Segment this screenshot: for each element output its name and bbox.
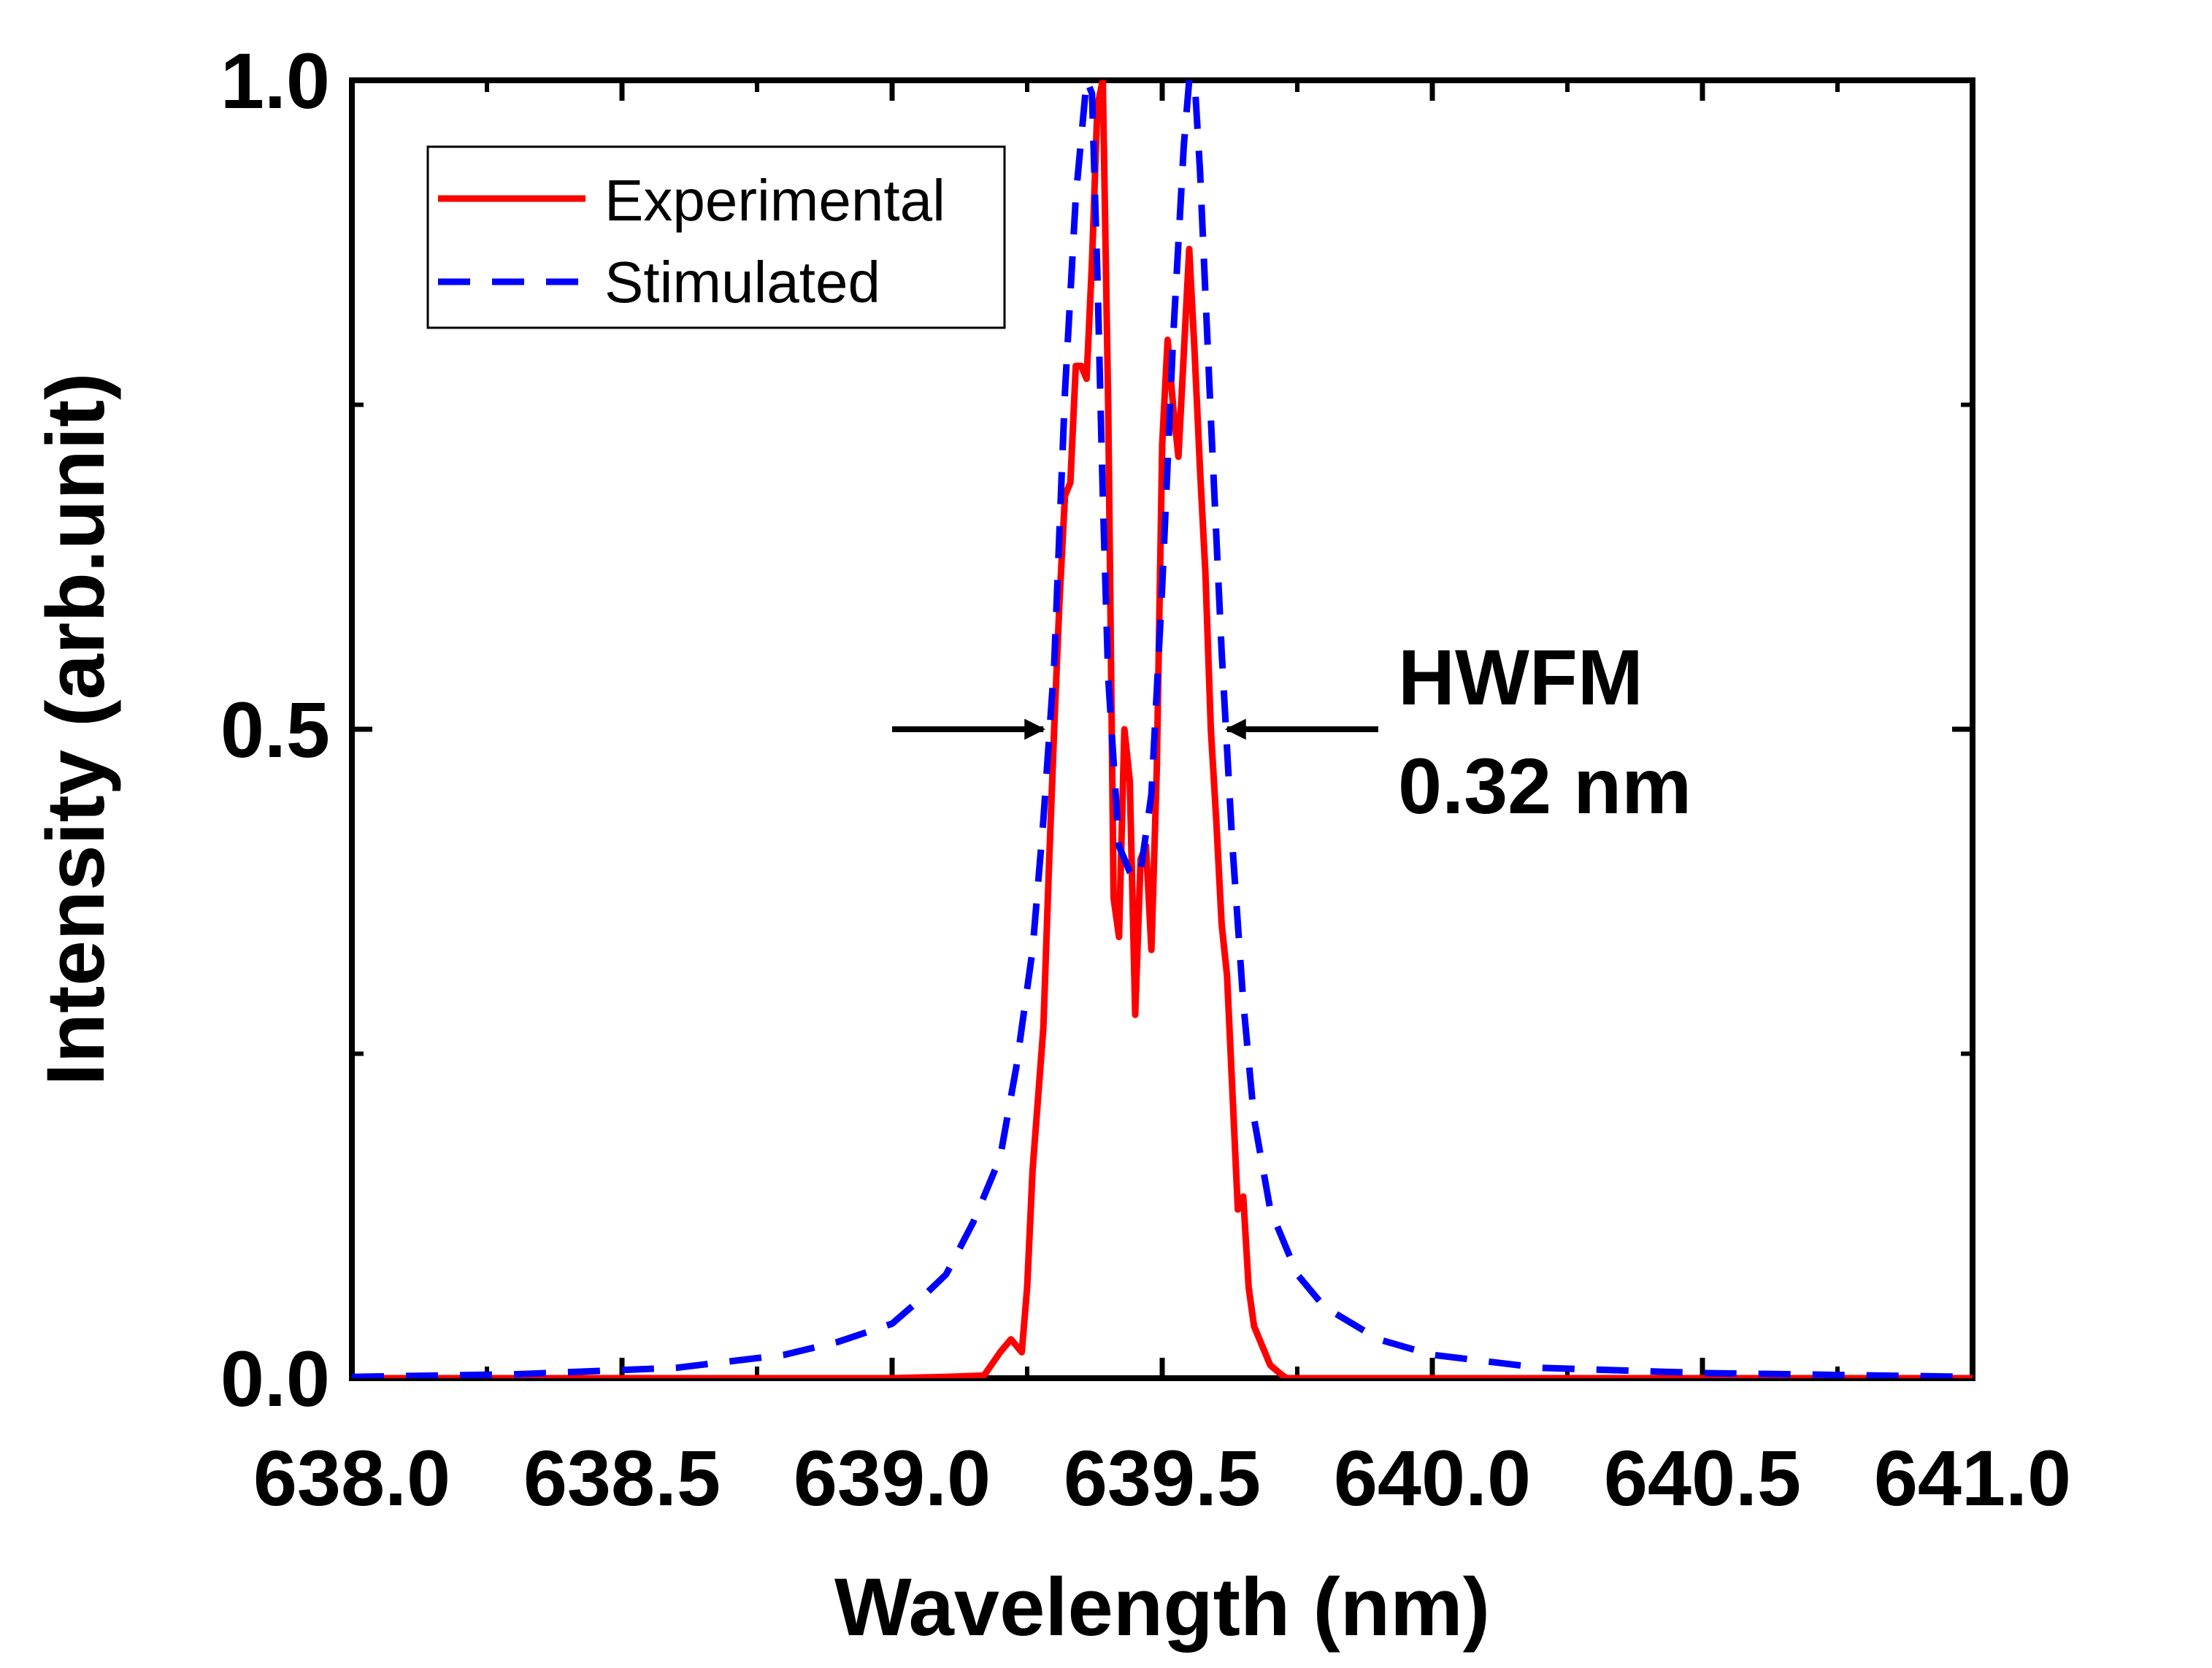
series-layer <box>352 80 1973 1378</box>
x-axis-title: Wavelength (nm) <box>834 1561 1490 1653</box>
x-tick-label: 639.5 <box>1064 1434 1261 1522</box>
hwfm-annotation: HWFM 0.32 nm <box>892 633 1691 830</box>
x-tick-label: 640.0 <box>1334 1434 1531 1522</box>
legend-label-stimulated: Stimulated <box>604 250 880 315</box>
legend-box <box>426 145 1006 329</box>
axis-tick-labels: 638.0 638.5 639.0 639.5 640.0 640.5 641.0 0.0 0.… <box>220 36 2071 1522</box>
x-tick-label: 638.0 <box>253 1434 450 1522</box>
series-line-stimulated <box>352 80 1973 1378</box>
legend: Experimental Stimulated <box>426 145 1006 329</box>
x-tick-label: 638.5 <box>523 1434 721 1522</box>
y-tick-label: 0.5 <box>220 685 330 774</box>
x-tick-label: 641.0 <box>1874 1434 2071 1522</box>
x-tick-label: 639.0 <box>794 1434 991 1522</box>
y-tick-label: 0.0 <box>220 1334 330 1423</box>
legend-label-experimental: Experimental <box>604 168 945 233</box>
x-tick-label: 640.5 <box>1604 1434 1801 1522</box>
annotation-width: 0.32 nm <box>1398 742 1691 830</box>
y-tick-label: 1.0 <box>220 36 330 125</box>
y-axis-title: Intensity (arb.unit) <box>30 373 121 1086</box>
annotation-hwfm: HWFM <box>1398 633 1643 721</box>
